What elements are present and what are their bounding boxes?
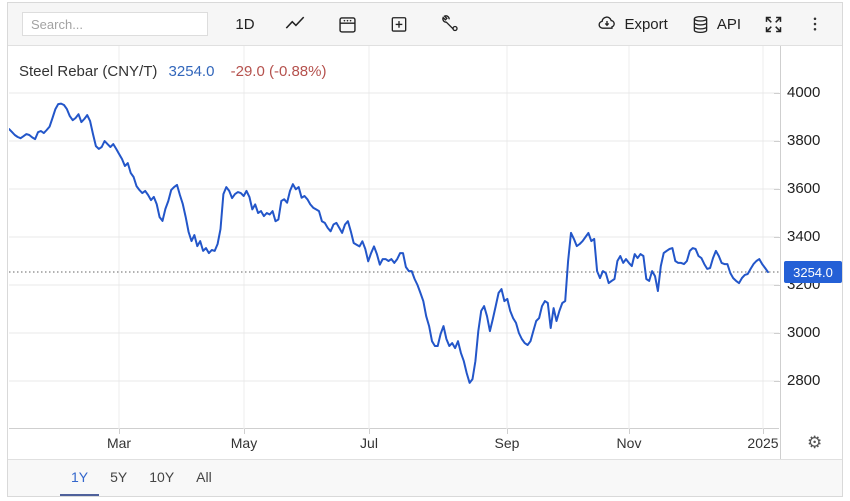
chart-area: Steel Rebar (CNY/T) 3254.0 -29.0 (-0.88%… <box>8 46 842 459</box>
chart-header: Steel Rebar (CNY/T) 3254.0 -29.0 (-0.88%… <box>19 63 326 80</box>
tools-button[interactable] <box>434 9 468 39</box>
y-axis-label: 3600 <box>787 180 821 198</box>
api-button[interactable]: API <box>690 14 741 35</box>
calendar-button[interactable] <box>330 9 364 39</box>
x-axis-tick <box>507 429 508 434</box>
chart-widget: 1D <box>7 2 843 497</box>
range-tabbar: 1Y 5Y 10Y All <box>8 459 842 496</box>
y-axis-tick <box>774 93 780 95</box>
tab-range-10y[interactable]: 10Y <box>149 469 175 485</box>
y-axis-tick <box>774 141 780 143</box>
y-axis-tick <box>774 237 780 239</box>
y-axis-tick <box>774 189 780 191</box>
cloud-download-icon <box>598 16 616 29</box>
y-axis-tick <box>774 381 780 382</box>
x-axis-tick <box>369 429 370 434</box>
tab-range-1y[interactable]: 1Y <box>60 460 100 496</box>
fullscreen-button[interactable] <box>763 14 784 35</box>
price-line-chart <box>9 46 779 429</box>
export-button[interactable]: Export <box>596 13 668 35</box>
instrument-title: Steel Rebar (CNY/T) <box>19 63 158 80</box>
current-price-badge: 3254.0 <box>784 261 842 284</box>
more-menu-button[interactable] <box>806 14 824 34</box>
y-axis-label: 4000 <box>787 84 821 102</box>
toolbar-right-group: Export API <box>596 13 828 35</box>
api-label: API <box>716 15 741 33</box>
x-axis-tick <box>244 429 245 434</box>
y-axis-border <box>780 46 781 459</box>
x-axis-tick <box>119 429 120 434</box>
x-axis-label: Nov <box>616 435 642 451</box>
price-plot[interactable] <box>9 46 779 429</box>
y-axis-label: 3000 <box>787 324 821 341</box>
kebab-menu-icon <box>813 17 817 31</box>
y-axis-tick <box>774 285 780 286</box>
x-axis-label: Sep <box>494 435 520 451</box>
tab-range-all[interactable]: All <box>196 469 212 485</box>
y-axis-tick <box>774 333 780 334</box>
line-chart-icon <box>285 16 305 29</box>
x-axis-label: Mar <box>106 435 132 451</box>
y-axis-label: 2800 <box>787 372 821 389</box>
interval-button[interactable]: 1D <box>230 9 260 39</box>
export-label: Export <box>624 15 668 33</box>
x-axis-label: 2025 <box>747 435 779 451</box>
tab-range-5y[interactable]: 5Y <box>110 469 128 485</box>
plus-square-icon <box>391 17 407 32</box>
search-input[interactable] <box>22 12 208 36</box>
x-axis-label: May <box>230 435 258 451</box>
last-price: 3254.0 <box>168 63 215 80</box>
compare-button[interactable] <box>382 9 416 39</box>
settings-gear-icon[interactable]: ⚙ <box>807 433 823 453</box>
calendar-icon <box>338 16 356 33</box>
database-icon <box>693 15 708 33</box>
y-axis-label: 3800 <box>787 132 821 150</box>
x-axis-tick <box>629 429 630 434</box>
wrench-icon <box>442 15 458 32</box>
price-change: -29.0 (-0.88%) <box>230 63 327 80</box>
x-axis-tick <box>763 429 764 434</box>
x-axis-label: Jul <box>360 435 378 451</box>
chart-type-button[interactable] <box>278 9 312 39</box>
y-axis-label: 3400 <box>787 228 821 246</box>
expand-icon <box>765 16 782 32</box>
toolbar: 1D <box>8 3 842 46</box>
